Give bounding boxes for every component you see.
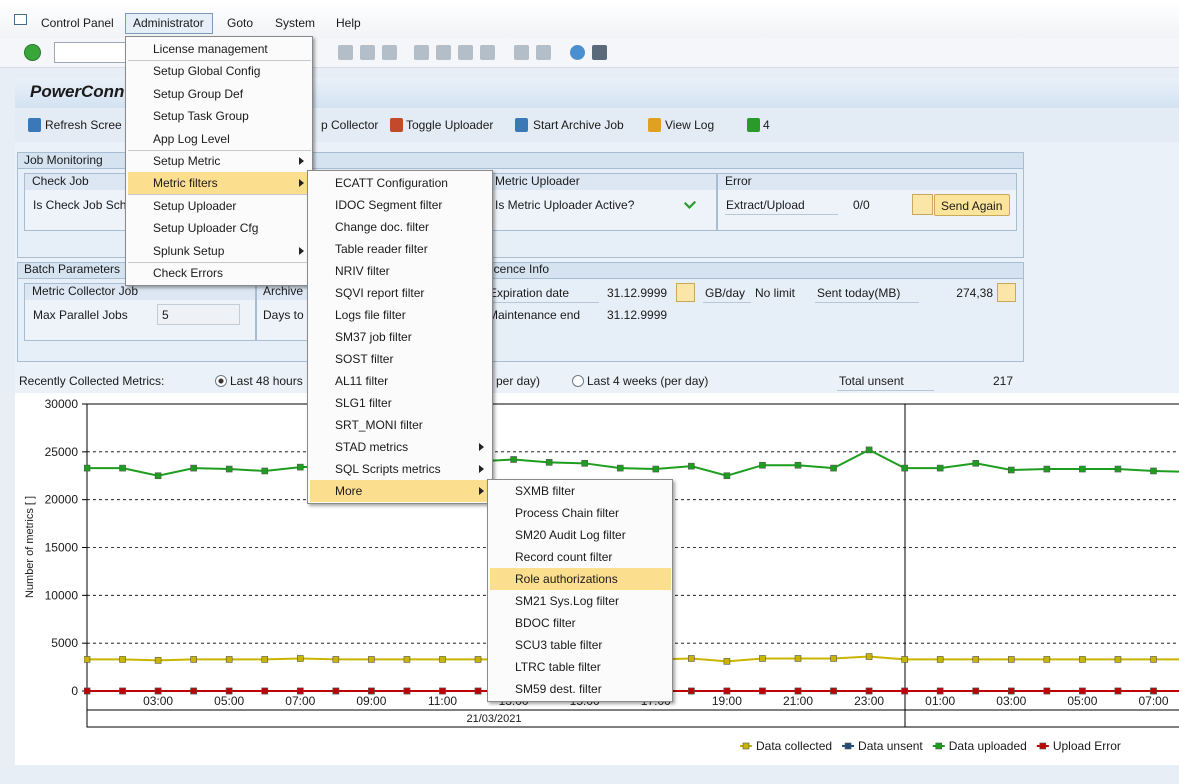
submenu-arrow [299, 179, 304, 187]
menu-item[interactable]: SRT_MONI filter [335, 417, 423, 433]
menu-separator [128, 150, 311, 151]
menu-item[interactable]: SM21 Sys.Log filter [515, 593, 619, 609]
menu-item[interactable]: BDOC filter [515, 615, 576, 631]
menu-item[interactable]: Setup Uploader [153, 198, 236, 214]
menu-item[interactable]: Process Chain filter [515, 505, 619, 521]
menu-item[interactable]: More [335, 483, 362, 499]
menu-item[interactable]: SLG1 filter [335, 395, 392, 411]
menu-item[interactable]: SM59 dest. filter [515, 681, 602, 697]
menu-separator [128, 194, 311, 195]
submenu-arrow [479, 443, 484, 451]
menu-item[interactable]: Metric filters [153, 175, 218, 191]
menu-item[interactable]: Setup Uploader Cfg [153, 220, 258, 236]
menu-item[interactable]: Splunk Setup [153, 243, 224, 259]
menu-item[interactable]: SM37 job filter [335, 329, 412, 345]
menu-item[interactable]: Check Errors [153, 265, 223, 281]
menu-item[interactable]: Setup Group Def [153, 86, 243, 102]
submenu-arrow [479, 487, 484, 495]
menu-item[interactable]: IDOC Segment filter [335, 197, 442, 213]
dropdown-menu: License management Setup Global Config Set… [125, 36, 313, 286]
menu-item[interactable]: License management [153, 41, 268, 57]
menu-item[interactable]: SQL Scripts metrics [335, 461, 441, 477]
submenu-arrow [479, 465, 484, 473]
menu-item[interactable]: Role authorizations [515, 571, 618, 587]
menu-item[interactable]: Logs file filter [335, 307, 406, 323]
menu-item[interactable]: SCU3 table filter [515, 637, 602, 653]
menu-item[interactable]: Change doc. filter [335, 219, 429, 235]
menu-item[interactable]: Record count filter [515, 549, 612, 565]
menu-item[interactable]: App Log Level [153, 131, 230, 147]
menu-item[interactable]: SXMB filter [515, 483, 575, 499]
dropdown-menu: SXMB filter Process Chain filter SM20 Audi… [487, 479, 673, 702]
submenu-arrow [299, 247, 304, 255]
menu-item[interactable]: LTRC table filter [515, 659, 601, 675]
dropdown-menu: ECATT Configuration IDOC Segment filter Ch… [307, 170, 493, 504]
menu-separator [128, 60, 311, 61]
menu-item[interactable]: Setup Metric [153, 153, 220, 169]
menu-item[interactable]: NRIV filter [335, 263, 390, 279]
submenu-arrow [299, 157, 304, 165]
menu-item[interactable]: SOST filter [335, 351, 393, 367]
menu-separator [128, 262, 311, 263]
menu-item[interactable]: Setup Task Group [153, 108, 249, 124]
menu-item[interactable]: SQVI report filter [335, 285, 424, 301]
menu-item[interactable]: STAD metrics [335, 439, 408, 455]
menu-item[interactable]: Table reader filter [335, 241, 428, 257]
menu-item[interactable]: Setup Global Config [153, 63, 260, 79]
menu-item[interactable]: AL11 filter [335, 373, 388, 389]
menu-item[interactable]: ECATT Configuration [335, 175, 448, 191]
menu-item[interactable]: SM20 Audit Log filter [515, 527, 626, 543]
